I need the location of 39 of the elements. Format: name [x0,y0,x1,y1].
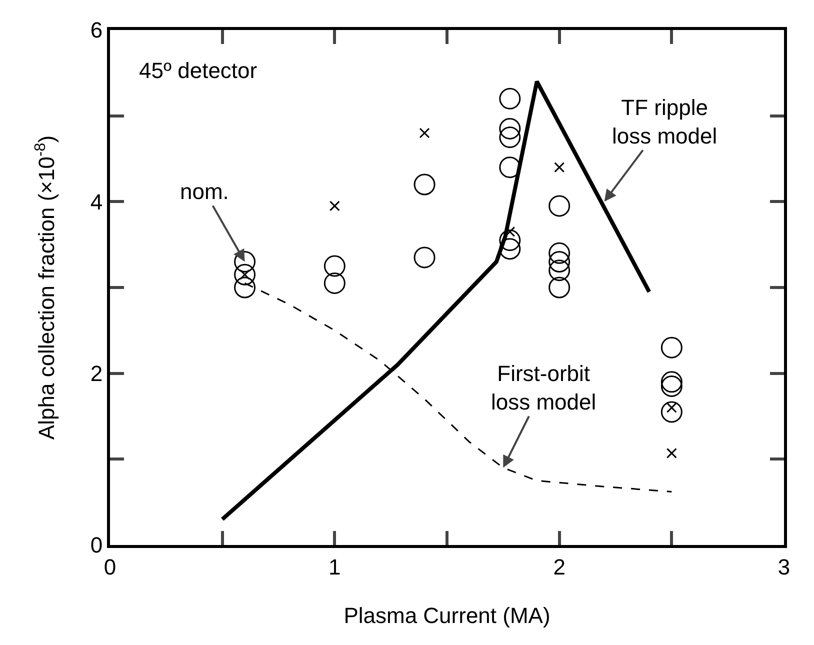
annotation: nom. [180,179,229,204]
point [234,251,256,272]
point [660,375,682,397]
point [414,174,436,196]
x-tick-label: 3 [778,554,790,580]
point [329,200,340,212]
point [548,251,570,272]
point [499,230,521,252]
annotation: 45º detector [139,58,258,83]
x-tick-label: 1 [328,554,341,580]
y-tick-label: 6 [90,18,103,43]
point [554,162,565,173]
point [499,88,521,110]
point [324,272,346,294]
point [499,238,521,260]
point [548,276,570,298]
point [419,128,430,138]
point [660,336,682,358]
annotation: First-orbit loss model [491,361,596,415]
point [548,242,570,264]
point [548,195,570,217]
y-tick-label: 2 [90,361,103,386]
point [414,246,436,268]
point [324,255,346,277]
x-tick-label: 2 [553,554,566,580]
point [548,260,570,282]
point [660,371,682,393]
point [234,276,256,298]
point [499,118,521,140]
point [499,156,521,178]
point [504,226,516,237]
point [666,448,677,458]
point [234,264,256,286]
annotation: TF ripple loss model [612,95,718,149]
y-tick-label: 0 [90,532,103,558]
point [499,126,521,148]
x-axis-title: Plasma Current (MA) [344,603,550,628]
point [660,401,682,423]
y-tick-label: 4 [90,189,103,214]
